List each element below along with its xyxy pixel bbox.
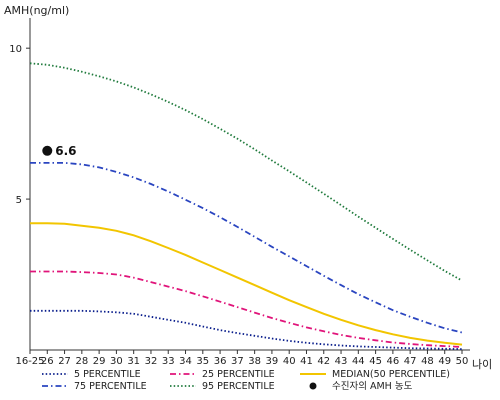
x-tick-label: 29 bbox=[93, 356, 106, 367]
series-line-75-percentile bbox=[30, 161, 463, 334]
x-tick-label: 48 bbox=[421, 356, 434, 367]
x-tick-label: 37 bbox=[231, 356, 244, 367]
y-ticks: 5 10 bbox=[9, 44, 30, 206]
x-tick-label: 30 bbox=[110, 356, 123, 367]
x-tick-label: 27 bbox=[58, 356, 71, 367]
x-tick-label: 46 bbox=[387, 356, 400, 367]
x-tick-label: 31 bbox=[127, 356, 140, 367]
x-tick-label: 45 bbox=[369, 356, 382, 367]
patient-amh-value-label: 6.6 bbox=[55, 144, 76, 158]
x-tick-label: 28 bbox=[75, 356, 88, 367]
series-line-5-percentile bbox=[30, 309, 463, 350]
legend-label: 25 PERCENTILE bbox=[202, 369, 275, 380]
x-tick-label: 32 bbox=[145, 356, 158, 367]
legend-label: 75 PERCENTILE bbox=[74, 381, 147, 392]
legend-label: 5 PERCENTILE bbox=[74, 369, 141, 380]
x-tick-label: 49 bbox=[438, 356, 451, 367]
legend-label: MEDIAN(50 PERCENTILE) bbox=[332, 369, 450, 380]
x-axis-label: 나이 bbox=[472, 358, 492, 371]
x-tick-label: 43 bbox=[335, 356, 348, 367]
x-tick-label: 38 bbox=[248, 356, 261, 367]
x-tick-label: 40 bbox=[283, 356, 296, 367]
series-line-95-percentile bbox=[29, 62, 463, 282]
x-tick-label: 36 bbox=[214, 356, 227, 367]
y-axis-label: AMH(ng/ml) bbox=[4, 4, 69, 17]
x-tick-label: 44 bbox=[352, 356, 365, 367]
patient-amh-point bbox=[42, 145, 53, 156]
x-tick-label: 47 bbox=[404, 356, 417, 367]
y-tick-label: 10 bbox=[9, 44, 22, 55]
patient-marker: 6.6 bbox=[42, 144, 77, 158]
series-lines bbox=[29, 62, 463, 350]
legend-marker-label: 수진자의 AMH 농도 bbox=[332, 381, 413, 392]
x-tick-label: 33 bbox=[162, 356, 175, 367]
y-tick-label: 5 bbox=[16, 195, 22, 206]
x-tick-label: 26 bbox=[41, 356, 54, 367]
x-tick-label: 35 bbox=[196, 356, 209, 367]
legend: 5 PERCENTILE 25 PERCENTILE MEDIAN(50 PERCE… bbox=[42, 369, 450, 392]
legend-marker-swatch bbox=[309, 382, 317, 390]
series-line-25-percentile bbox=[30, 270, 463, 348]
x-tick-label: 34 bbox=[179, 356, 192, 367]
legend-label: 95 PERCENTILE bbox=[202, 381, 275, 392]
x-tick-label: 39 bbox=[266, 356, 279, 367]
x-tick-label: 50 bbox=[456, 356, 469, 367]
x-tick-label: 16-25 bbox=[15, 356, 44, 367]
series-line-median-50-percentile bbox=[30, 222, 463, 346]
x-tick-label: 41 bbox=[300, 356, 313, 367]
chart-axes: AMH(ng/ml) 나이 bbox=[4, 4, 492, 371]
x-tick-label: 42 bbox=[317, 356, 330, 367]
